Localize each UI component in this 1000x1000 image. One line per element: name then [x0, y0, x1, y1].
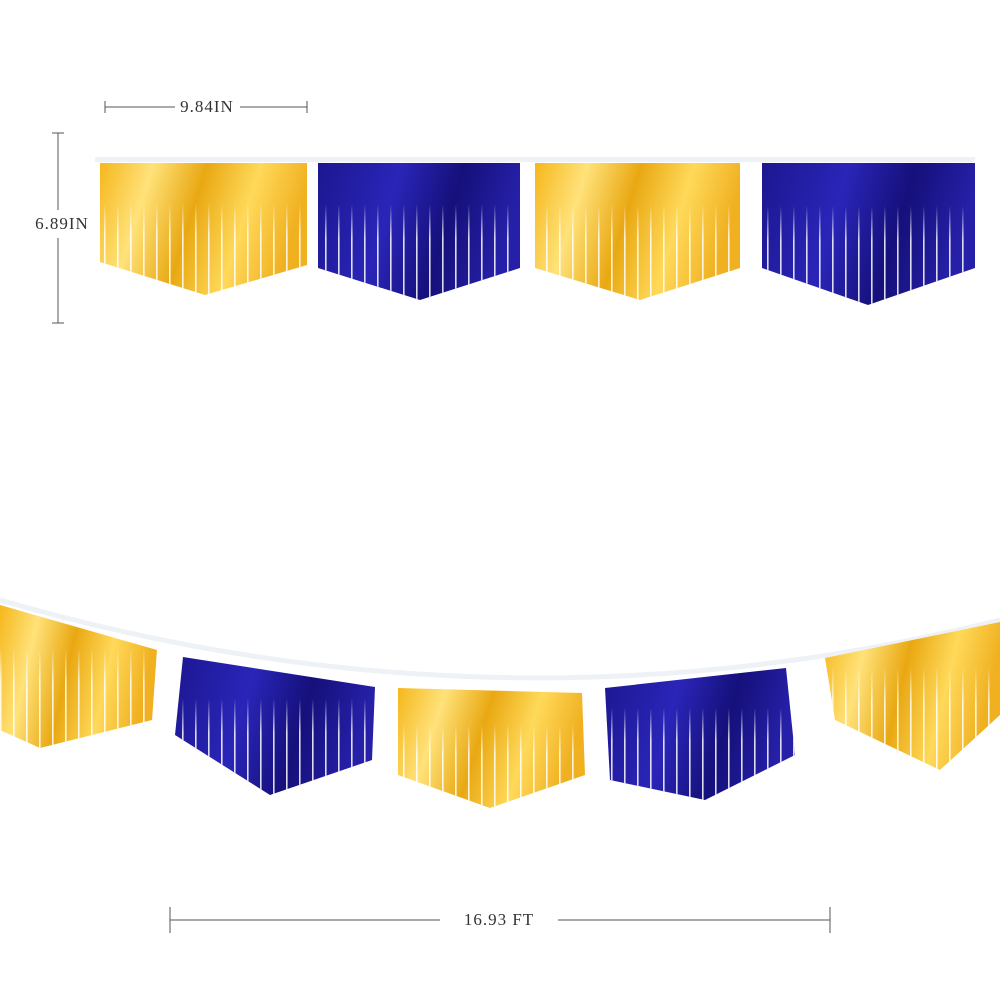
fringe	[398, 688, 585, 808]
fringe	[100, 163, 307, 295]
string	[95, 157, 975, 162]
height-dimension: 6.89IN	[35, 132, 89, 324]
fringe	[0, 605, 157, 748]
fringe	[762, 163, 975, 305]
fringe	[605, 668, 795, 800]
string	[0, 597, 1000, 681]
fringe	[825, 622, 1000, 770]
length-dimension: 16.93 FT	[169, 907, 831, 933]
length-label: 16.93 FT	[464, 910, 534, 929]
height-label: 6.89IN	[35, 214, 89, 233]
pennants-top	[100, 163, 975, 305]
width-label: 9.84IN	[180, 97, 234, 116]
width-dimension: 9.84IN	[104, 97, 308, 116]
pennants-bottom	[0, 605, 1000, 808]
fringe	[535, 163, 740, 300]
fringe	[175, 657, 375, 795]
fringe	[318, 163, 520, 300]
